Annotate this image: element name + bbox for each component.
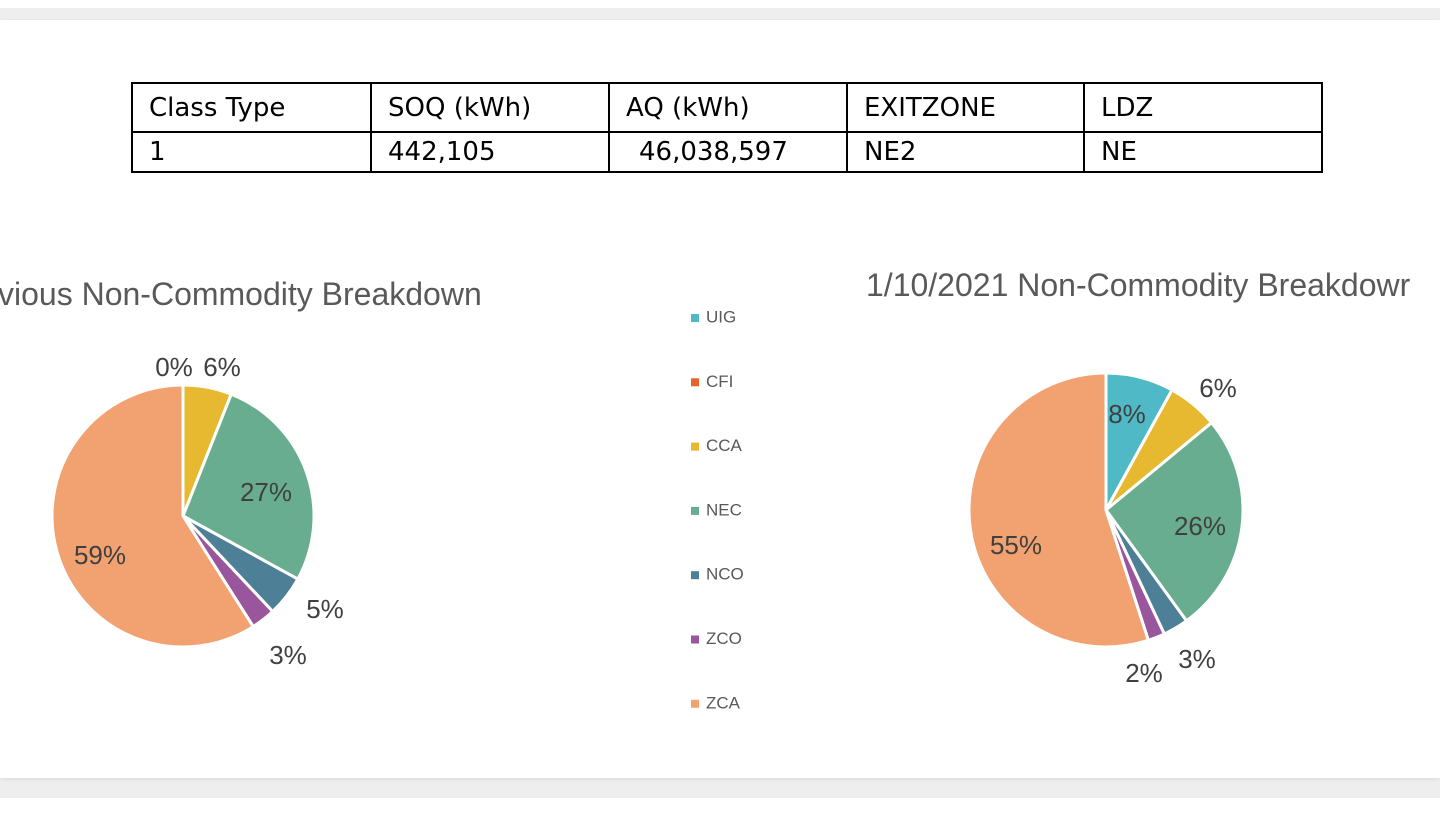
- header-ldz: LDZ: [1083, 82, 1323, 133]
- content-card: Class Type SOQ (kWh) AQ (kWh) EXITZONE L…: [0, 20, 1440, 778]
- data-label-cca: 6%: [203, 352, 241, 382]
- legend-label-cfi: CFI: [706, 372, 733, 391]
- legend-swatch-zca: [691, 699, 699, 708]
- chart-title-current: 1/10/2021 Non-Commodity Breakdowr: [866, 267, 1411, 303]
- data-label-zco: 3%: [269, 640, 307, 670]
- legend-swatch-cfi: [691, 378, 699, 387]
- header-exitzone: EXITZONE: [846, 82, 1085, 133]
- data-label-nec: 26%: [1174, 511, 1226, 541]
- legend-swatch-cca: [691, 442, 699, 451]
- data-label-zca: 55%: [990, 530, 1042, 560]
- legend-label-nec: NEC: [706, 500, 742, 519]
- top-strip: [0, 0, 1440, 8]
- table-row: 1 442,105 46,038,597 NE2 NE: [131, 131, 1323, 173]
- header-class-type: Class Type: [131, 82, 372, 133]
- data-label-nec: 27%: [240, 477, 292, 507]
- cell-exitzone: NE2: [846, 131, 1085, 173]
- legend-label-cca: CCA: [706, 436, 743, 455]
- legend-label-uig: UIG: [706, 307, 736, 326]
- legend-label-nco: NCO: [706, 565, 744, 584]
- data-label-cfi: 0%: [155, 352, 193, 382]
- data-label-uig: 8%: [1108, 399, 1146, 429]
- header-aq: AQ (kWh): [608, 82, 848, 133]
- legend-swatch-nec: [691, 506, 699, 515]
- pie-slice-zca: [967, 371, 1150, 649]
- data-label-cca: 6%: [1199, 373, 1237, 403]
- cell-ldz: NE: [1083, 131, 1323, 173]
- legend-swatch-uig: [691, 314, 699, 322]
- header-soq: SOQ (kWh): [370, 82, 610, 133]
- chart-title-previous: vious Non-Commodity Breakdown: [0, 276, 482, 312]
- pie-chart-current: 8% 6% 26% 3% 2% 55%: [967, 371, 1245, 688]
- pie-chart-previous: 0% 6% 27% 5% 3% 59%: [50, 352, 344, 670]
- pie-slice-zca: [50, 383, 255, 649]
- cell-class-type: 1: [131, 131, 372, 173]
- cell-soq: 442,105: [370, 131, 610, 173]
- data-label-nco: 5%: [306, 594, 344, 624]
- legend-swatch-zco: [691, 635, 699, 644]
- data-label-nco: 3%: [1178, 644, 1216, 674]
- meter-info-table: Class Type SOQ (kWh) AQ (kWh) EXITZONE L…: [131, 82, 1323, 173]
- data-label-zca: 59%: [74, 540, 126, 570]
- legend-label-zco: ZCO: [706, 629, 742, 648]
- chart-legend: UIG CFI CCA NEC NCO ZCO ZCA: [691, 307, 744, 712]
- table-header-row: Class Type SOQ (kWh) AQ (kWh) EXITZONE L…: [131, 82, 1323, 133]
- legend-label-zca: ZCA: [706, 693, 741, 712]
- pie-slice-nec: [1104, 421, 1245, 623]
- bottom-strip: [0, 798, 1440, 815]
- charts-canvas: vious Non-Commodity Breakdown 1/10/2021 …: [0, 267, 1411, 712]
- cell-aq: 46,038,597: [608, 131, 848, 173]
- legend-swatch-nco: [691, 571, 699, 580]
- data-label-zco: 2%: [1125, 658, 1163, 688]
